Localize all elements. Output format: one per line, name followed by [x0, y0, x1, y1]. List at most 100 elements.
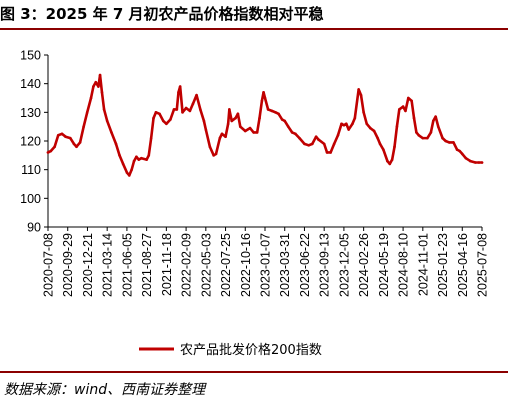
data-point	[204, 128, 208, 131]
data-point	[455, 148, 459, 151]
data-point	[340, 122, 343, 126]
x-tick-label: 2023-03-31	[278, 233, 292, 297]
data-point	[351, 122, 354, 126]
x-tick-label: 2021-08-27	[140, 233, 154, 297]
data-point	[274, 111, 277, 114]
data-point	[307, 144, 311, 147]
footer-rule	[0, 371, 508, 373]
y-tick-label: 120	[20, 135, 41, 149]
data-point	[458, 149, 461, 153]
data-point	[378, 142, 382, 146]
y-tick-label: 130	[20, 106, 41, 120]
data-point	[469, 159, 472, 163]
data-point	[72, 142, 76, 146]
data-point	[277, 112, 280, 116]
data-point	[410, 99, 413, 103]
y-tick-label: 100	[20, 192, 41, 206]
data-point	[89, 96, 93, 100]
data-point	[152, 116, 155, 120]
data-point	[286, 125, 290, 128]
data-point	[191, 102, 195, 106]
x-tick-label: 2022-05-03	[199, 233, 213, 297]
data-point	[255, 131, 259, 134]
x-tick-label: 2023-01-07	[259, 233, 273, 297]
data-point	[236, 112, 240, 116]
x-tick-label: 2022-07-25	[219, 233, 233, 297]
x-tick-label: 2024-11-01	[416, 233, 430, 296]
x-tick-label: 2025-01-23	[436, 233, 450, 297]
line-chart: 90 100 110 120 130 140 150 2020-07-08 2020-09-2…	[20, 49, 490, 359]
data-point	[393, 145, 396, 149]
data-point	[125, 171, 129, 174]
data-point	[447, 141, 451, 144]
legend: 农产品批发价格200指数	[139, 342, 322, 358]
data-point	[382, 148, 385, 151]
data-point	[303, 142, 306, 146]
data-point	[395, 125, 399, 128]
series-layer	[46, 73, 484, 177]
data-point	[386, 159, 389, 163]
title-rule	[0, 28, 508, 30]
data-point	[417, 133, 421, 137]
data-point	[353, 116, 357, 120]
data-point	[329, 151, 332, 154]
data-point	[140, 156, 143, 160]
data-point	[114, 142, 118, 146]
data-point	[452, 141, 455, 144]
data-point	[56, 133, 60, 137]
data-point	[401, 105, 405, 108]
data-point	[260, 99, 264, 103]
data-point	[426, 136, 429, 140]
data-point	[121, 162, 125, 166]
data-point	[332, 142, 336, 146]
data-point	[85, 111, 89, 114]
data-point	[184, 106, 188, 110]
data-point	[53, 145, 56, 149]
data-point	[294, 132, 297, 136]
data-point	[258, 116, 261, 120]
data-point	[372, 129, 376, 133]
data-point	[158, 112, 161, 116]
data-point	[429, 131, 433, 134]
data-point	[220, 132, 224, 136]
data-point	[243, 129, 247, 133]
data-point	[252, 131, 255, 134]
data-point	[263, 96, 267, 100]
data-point	[149, 136, 153, 140]
data-point	[199, 108, 202, 111]
data-point	[342, 123, 346, 127]
data-point	[110, 131, 113, 134]
data-point	[208, 145, 212, 149]
data-point	[224, 135, 227, 138]
data-point	[238, 125, 242, 128]
data-point	[230, 119, 234, 123]
data-point	[97, 85, 100, 88]
x-tick-label: 2024-05-19	[377, 233, 391, 297]
data-point	[347, 128, 350, 131]
data-point	[376, 136, 379, 140]
data-point	[202, 119, 206, 123]
data-point	[357, 88, 360, 91]
data-point	[436, 125, 440, 128]
x-tick-label: 2025-07-08	[476, 233, 490, 297]
data-point	[234, 116, 237, 120]
data-point	[280, 118, 284, 121]
data-point	[397, 108, 401, 111]
x-tick-label: 2021-06-05	[120, 233, 134, 297]
data-point	[102, 108, 106, 111]
data-point	[165, 122, 168, 126]
data-point	[270, 109, 274, 113]
x-axis: 2020-07-08 2020-09-29 2020-12-21 2021-03-14…	[42, 226, 490, 297]
data-point	[161, 119, 165, 123]
data-point	[100, 90, 104, 94]
data-point	[474, 161, 477, 164]
data-point	[172, 108, 176, 111]
data-point	[145, 158, 148, 161]
data-point	[431, 119, 435, 123]
x-tick-label: 2020-09-29	[61, 233, 75, 297]
x-tick-label: 2023-09-13	[318, 233, 332, 297]
data-point	[49, 149, 53, 153]
data-point	[362, 111, 365, 114]
data-point	[412, 116, 416, 120]
data-point	[444, 139, 447, 143]
